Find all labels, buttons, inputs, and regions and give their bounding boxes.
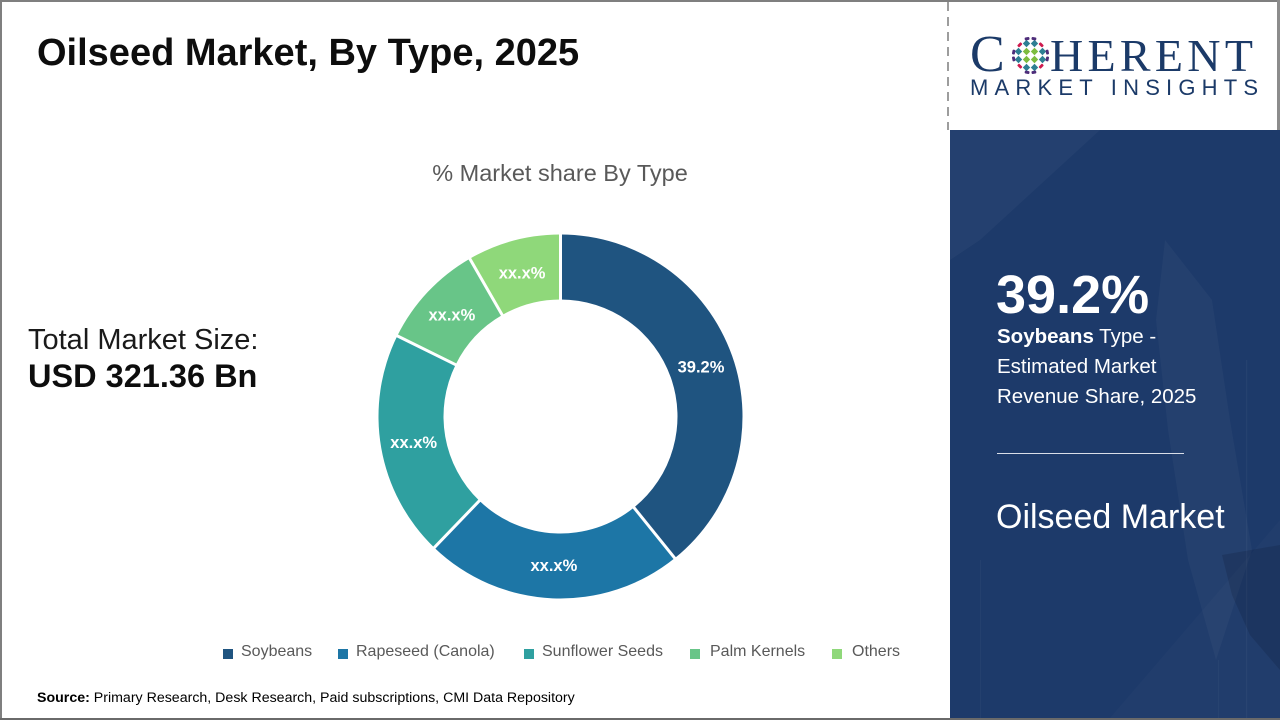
svg-text:xx.x%: xx.x% — [429, 306, 476, 324]
svg-text:xx.x%: xx.x% — [499, 264, 546, 282]
svg-text:39.2%: 39.2% — [678, 359, 725, 377]
svg-text:xx.x%: xx.x% — [531, 557, 578, 575]
svg-text:xx.x%: xx.x% — [390, 434, 437, 452]
